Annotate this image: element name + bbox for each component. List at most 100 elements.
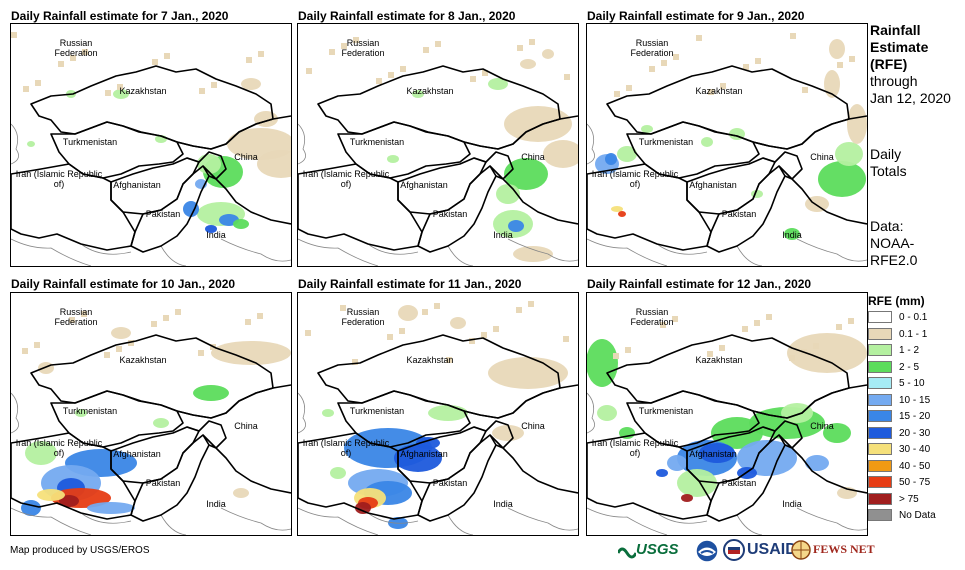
rain-area [450, 317, 466, 329]
rain-area [183, 201, 199, 217]
rain-area [113, 89, 129, 99]
side-title-1: Rainfall [870, 22, 921, 38]
rain-area [737, 440, 797, 476]
rain-area [38, 362, 54, 374]
rain-area [641, 125, 653, 133]
rain-area [37, 489, 65, 501]
rain-speckle [707, 351, 713, 357]
coastline [367, 512, 474, 535]
rain-speckle [564, 74, 570, 80]
side-title-3: (RFE) [870, 56, 908, 72]
rain-area [543, 140, 578, 168]
country-label-pakistan: Pakistan [721, 478, 757, 488]
country-label-afghanistan: Afghanistan [400, 180, 448, 190]
rain-area [805, 455, 829, 471]
side-title-2: Estimate [870, 39, 929, 55]
rain-area [618, 211, 626, 217]
country-label-india: India [206, 499, 226, 509]
country-label-iran: Iran (Islamic Republic of) [15, 169, 103, 189]
rain-speckle [423, 47, 429, 53]
rain-speckle [790, 33, 796, 39]
country-border [463, 384, 578, 494]
usgs-logo-text: USGS [636, 541, 679, 558]
rain-speckle [719, 345, 725, 351]
rain-speckle [743, 64, 749, 70]
rain-speckle [563, 336, 569, 342]
side-daily-totals: Daily Totals [870, 146, 907, 180]
rain-speckle [81, 311, 87, 317]
coastline [11, 507, 92, 535]
coastline [587, 507, 668, 535]
coastline [298, 507, 379, 535]
country-border [752, 384, 867, 494]
country-label-china: China [810, 152, 834, 162]
country-border [417, 165, 497, 253]
legend-label: 40 - 50 [899, 460, 931, 472]
legend-label: 50 - 75 [899, 477, 931, 488]
rain-speckle [673, 54, 679, 60]
rain-speckle [849, 56, 855, 62]
rain-area [257, 150, 291, 178]
country-border [706, 165, 786, 253]
rain-speckle [128, 340, 134, 346]
rain-area [355, 502, 371, 514]
rain-area [153, 418, 169, 428]
usgs-wave-icon [618, 547, 636, 559]
rain-speckle [69, 317, 75, 323]
rain-speckle [529, 39, 535, 45]
rain-speckle [152, 59, 158, 65]
rain-speckle [813, 343, 819, 349]
rain-speckle [613, 353, 619, 359]
legend-label: No Data [899, 510, 936, 521]
rain-speckle [614, 91, 620, 97]
country-label-afghanistan: Afghanistan [689, 449, 737, 459]
rain-speckle [340, 305, 346, 311]
legend-label: 2 - 5 [899, 361, 920, 373]
side-daily: Daily [870, 146, 902, 162]
country-label-china: China [810, 421, 834, 431]
rain-area [394, 444, 442, 472]
coastline [80, 512, 187, 535]
coastline [796, 507, 867, 531]
country-label-afghanistan: Afghanistan [689, 180, 737, 190]
rain-area [513, 246, 553, 262]
rain-area [520, 59, 536, 69]
rain-area [193, 385, 229, 401]
rain-speckle [422, 309, 428, 315]
rain-area [322, 409, 334, 417]
country-label-afghanistan: Afghanistan [113, 449, 161, 459]
rain-area [751, 190, 763, 198]
country-label-kazakhstan: Kazakhstan [406, 355, 454, 365]
rain-area [611, 206, 623, 212]
rainfall-map: Russian Federation Kazakhstan Turkmenistan… [586, 23, 868, 267]
rain-area [233, 488, 249, 498]
country-border [587, 163, 712, 251]
rain-area [597, 405, 617, 421]
rain-area [605, 153, 617, 165]
country-label-pakistan: Pakistan [145, 209, 181, 219]
country-border [176, 384, 291, 494]
side-totals: Totals [870, 163, 907, 179]
country-label-russia: Russian Federation [341, 307, 385, 327]
country-label-turkmenistan: Turkmenistan [349, 406, 405, 416]
legend-label: 0 - 0.1 [899, 312, 928, 323]
rain-speckle [754, 320, 760, 326]
country-label-russia: Russian Federation [630, 307, 674, 327]
rain-area [617, 146, 637, 162]
rain-speckle [246, 57, 252, 63]
country-label-india: India [493, 499, 513, 509]
rain-area [412, 90, 424, 98]
country-label-iran: Iran (Islamic Republic of) [15, 438, 103, 458]
rain-speckle [352, 359, 358, 365]
rain-speckle [649, 66, 655, 72]
rain-area [492, 425, 524, 441]
side-data-label: Data: [870, 218, 904, 234]
rain-speckle [388, 72, 394, 78]
rain-speckle [199, 88, 205, 94]
coastline [11, 392, 19, 434]
usaid-logo-text: USAID [747, 541, 797, 558]
rain-area [542, 49, 554, 59]
country-label-iran: Iran (Islamic Republic of) [591, 438, 679, 458]
country-border [752, 115, 867, 225]
coastline [507, 238, 578, 262]
